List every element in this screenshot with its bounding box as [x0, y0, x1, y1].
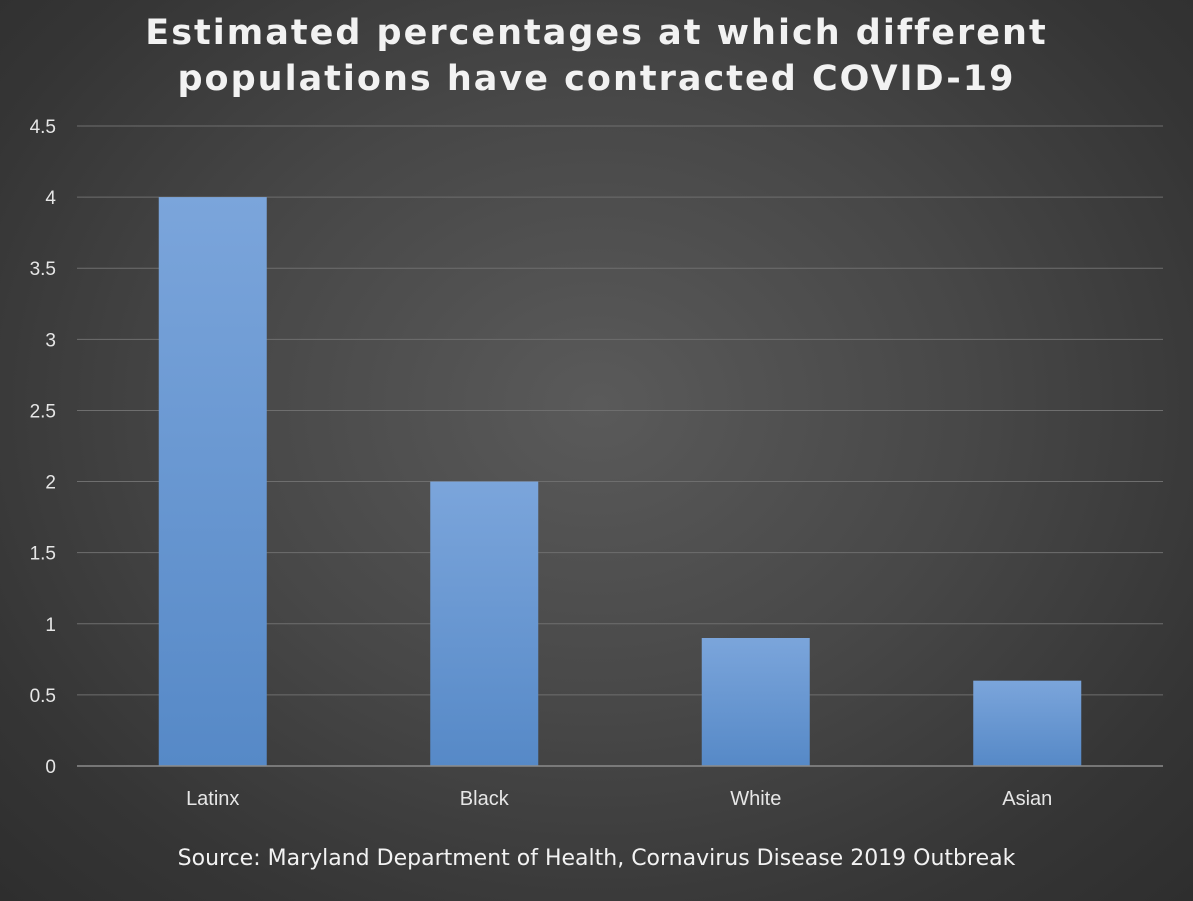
y-tick-label: 1 — [45, 615, 56, 636]
bars — [158, 197, 1082, 767]
y-tick-label: 4 — [45, 188, 56, 209]
x-tick-label-white: White — [730, 788, 781, 810]
chart-title-line-2: populations have contracted COVID-19 — [177, 59, 1016, 99]
y-tick-label: 3.5 — [30, 259, 56, 280]
x-tick-label-black: Black — [460, 788, 510, 810]
y-tick-label: 3 — [45, 330, 56, 351]
source-note: Source: Maryland Department of Health, C… — [177, 846, 1016, 871]
y-tick-label: 2.5 — [30, 401, 56, 422]
bar-white — [701, 638, 810, 766]
chart-title: Estimated percentages at which different… — [0, 10, 1193, 102]
x-tick-label-asian: Asian — [1002, 788, 1052, 810]
y-axis-ticks: 0 0.5 1 1.5 2 2.5 3 3.5 4 4.5 — [30, 117, 57, 778]
bar-latinx — [158, 197, 267, 767]
y-tick-label: 4.5 — [30, 117, 56, 138]
y-tick-label: 0.5 — [30, 686, 56, 707]
y-tick-label: 0 — [45, 757, 56, 778]
bar-black — [430, 481, 539, 766]
x-axis-labels: Latinx Black White Asian — [186, 788, 1052, 810]
bar-asian — [973, 680, 1082, 766]
y-tick-label: 1.5 — [30, 544, 56, 565]
y-tick-label: 2 — [45, 473, 56, 494]
chart-title-line-1: Estimated percentages at which different — [145, 13, 1048, 53]
x-tick-label-latinx: Latinx — [186, 788, 239, 810]
